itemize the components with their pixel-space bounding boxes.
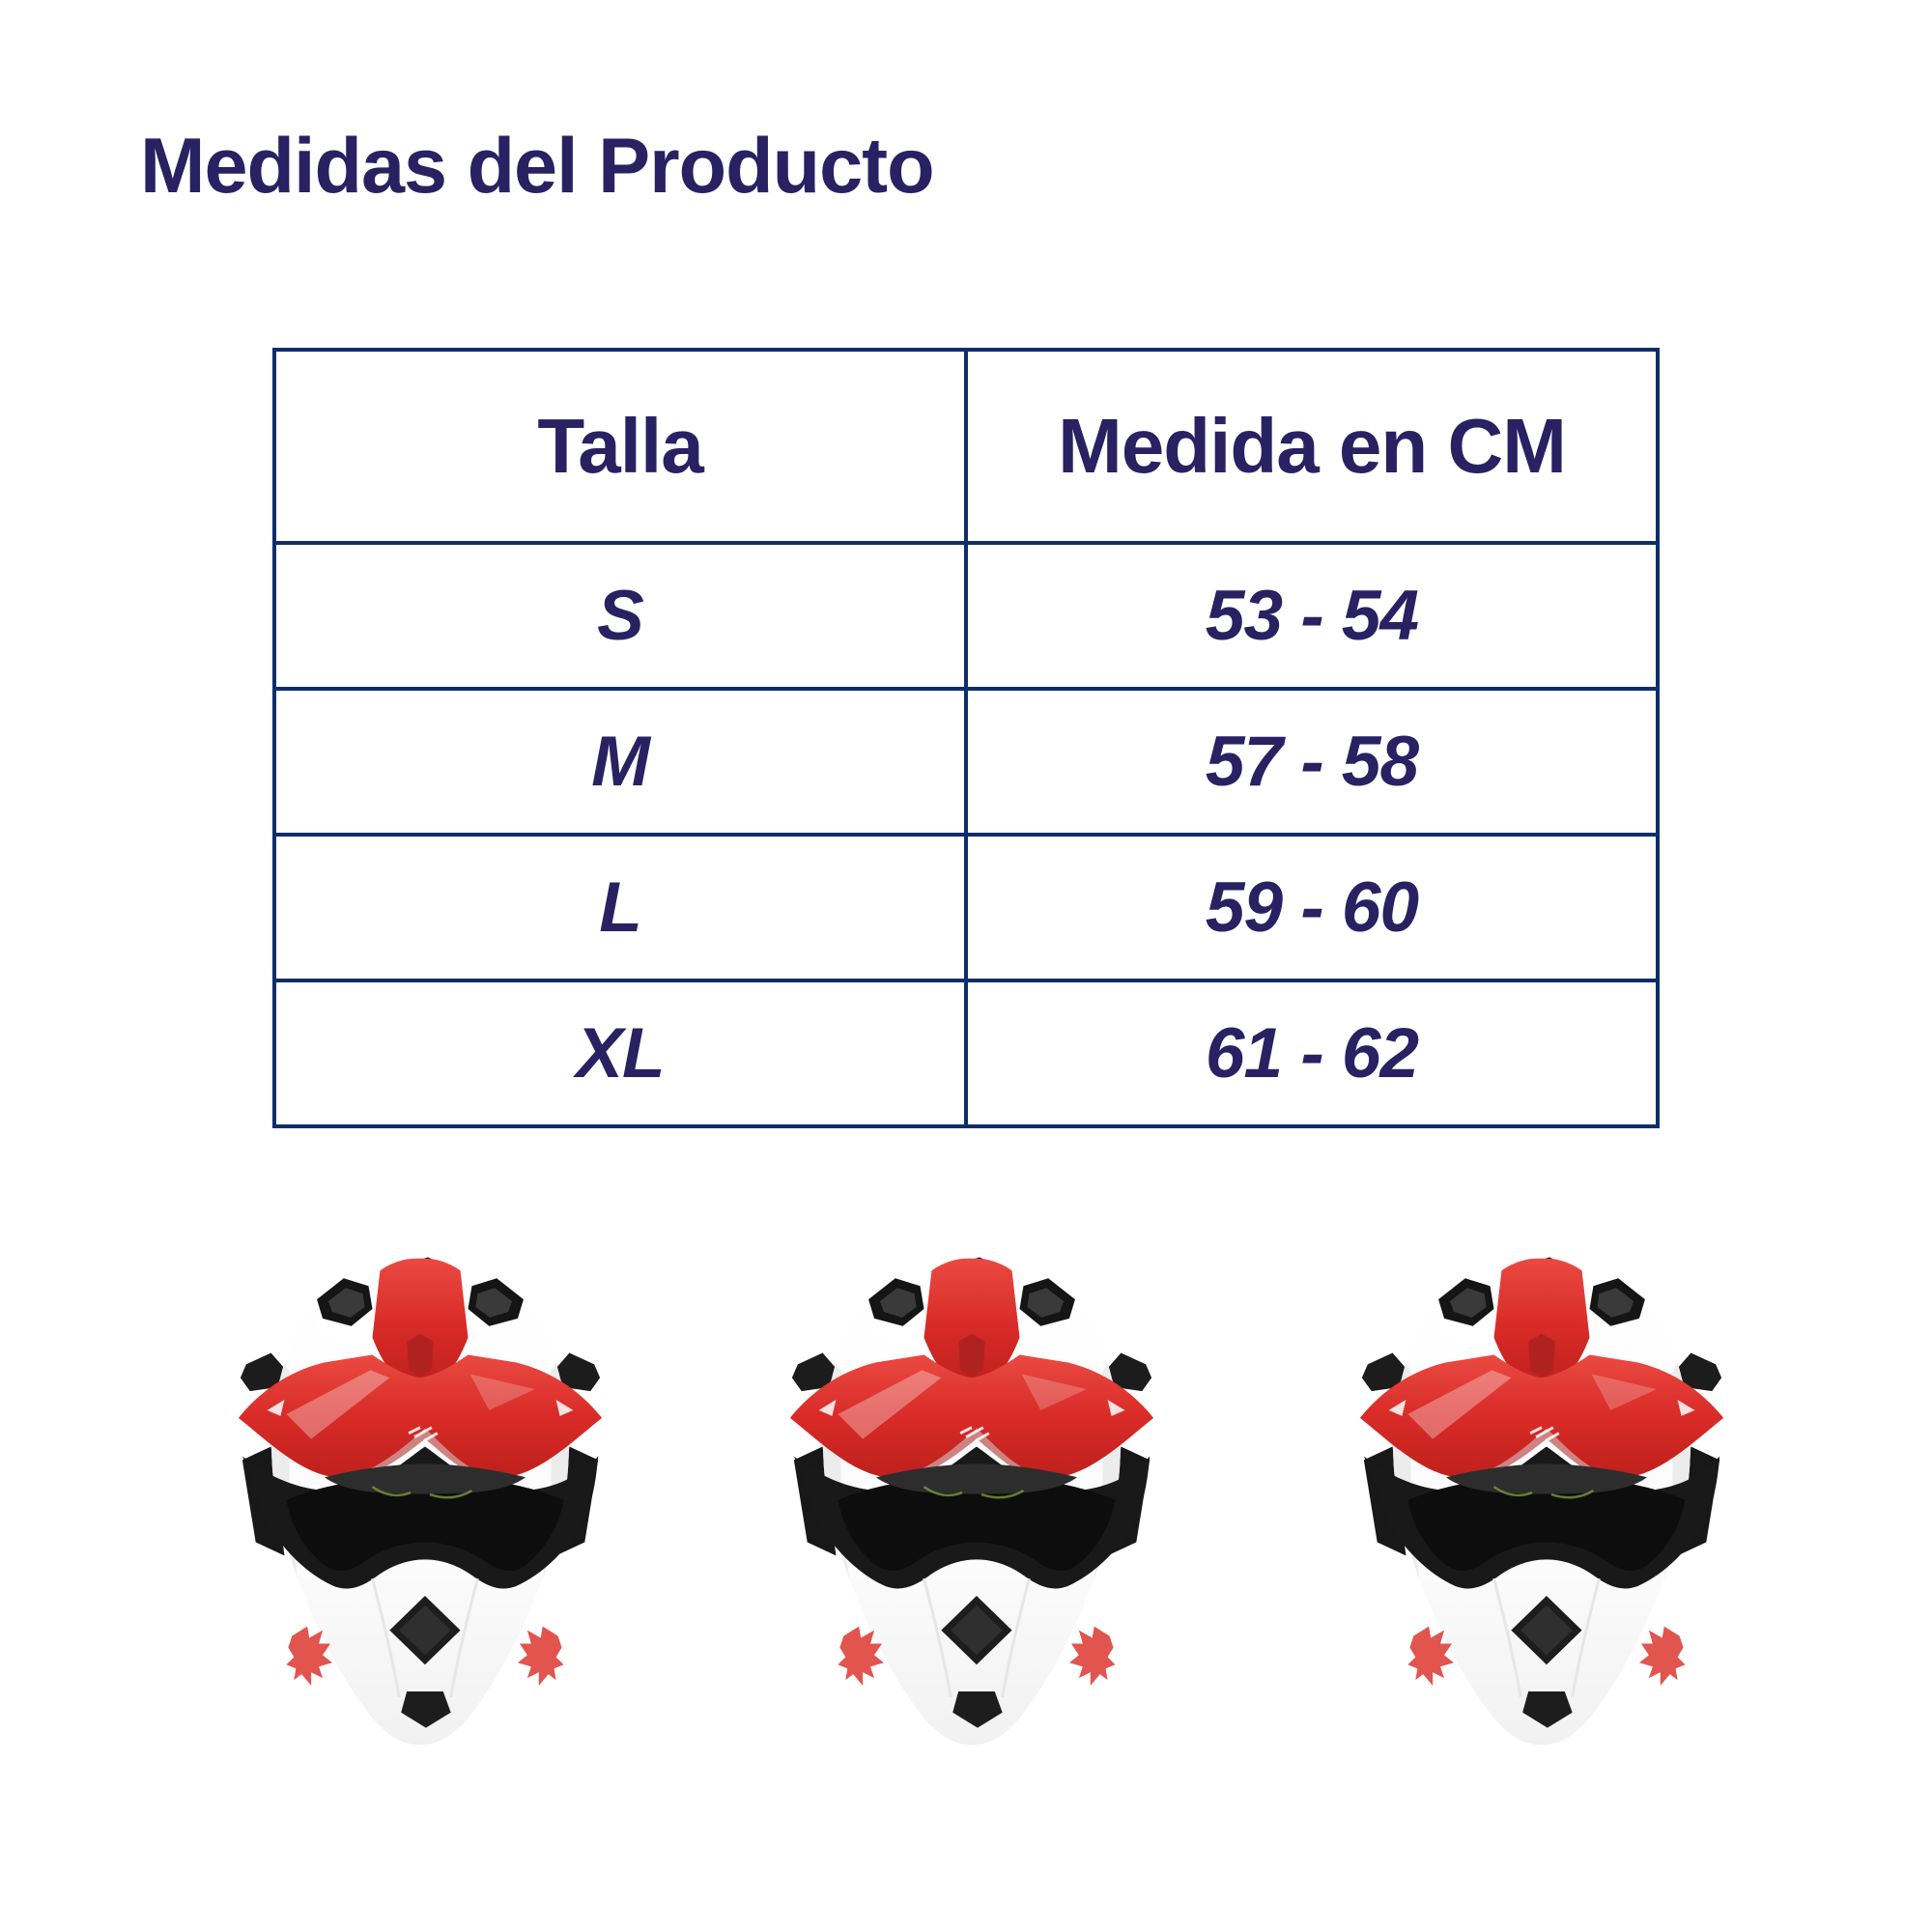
size-cell: XL (272, 979, 968, 1128)
motocross-helmet-icon (781, 1247, 1163, 1749)
motocross-helmet-icon (229, 1247, 611, 1749)
size-cell: M (272, 687, 968, 837)
motocross-helmet-icon (1350, 1247, 1733, 1749)
size-cell: L (272, 833, 968, 982)
column-header-talla: Talla (272, 348, 968, 545)
table-header-row: Talla Medida en CM (272, 348, 1660, 545)
measure-cell: 59 - 60 (964, 833, 1660, 982)
page-title: Medidas del Producto (140, 123, 935, 210)
measure-cell: 53 - 54 (964, 541, 1660, 691)
column-header-medida-cm: Medida en CM (964, 348, 1660, 545)
measure-cell: 61 - 62 (964, 979, 1660, 1128)
table-row: XL 61 - 62 (272, 979, 1660, 1128)
helmet-images-row (0, 1247, 1932, 1749)
size-cell: S (272, 541, 968, 691)
table-row: S 53 - 54 (272, 541, 1660, 691)
table-row: L 59 - 60 (272, 833, 1660, 982)
table-row: M 57 - 58 (272, 687, 1660, 837)
size-chart-table: Talla Medida en CM S 53 - 54 M 57 - 58 L… (272, 348, 1660, 1128)
measure-cell: 57 - 58 (964, 687, 1660, 837)
